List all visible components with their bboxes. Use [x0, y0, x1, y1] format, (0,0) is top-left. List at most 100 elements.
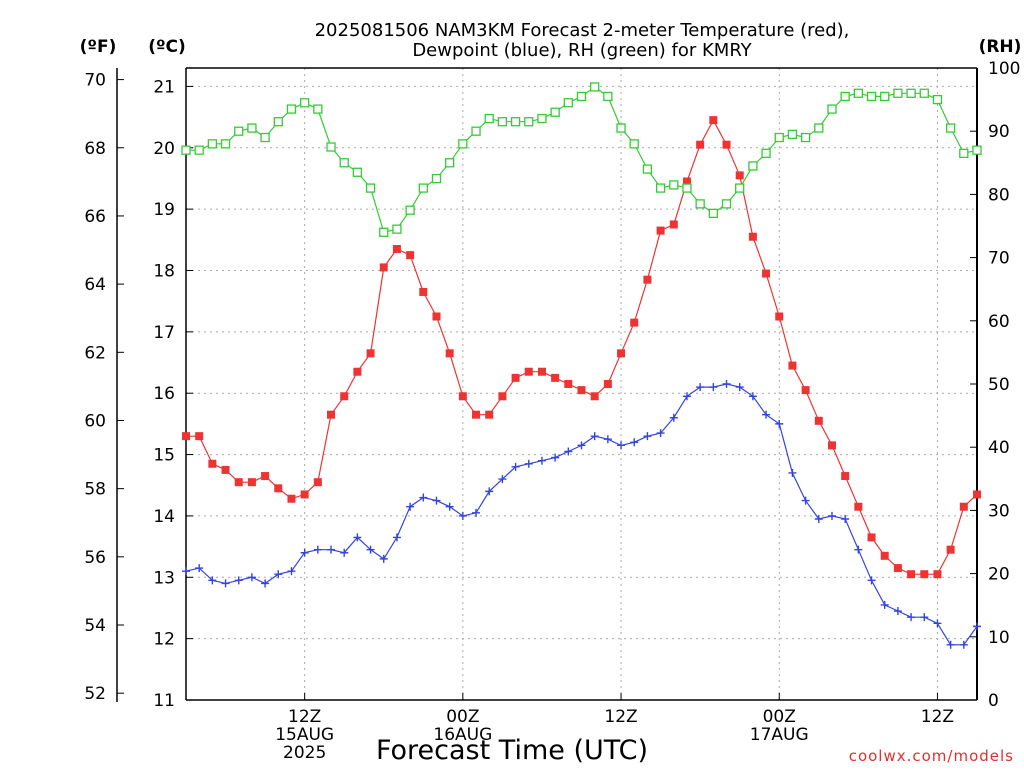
dewpoint-data-point [472, 508, 481, 517]
rh-data-point [431, 173, 442, 184]
dewpoint-data-point [287, 567, 296, 576]
rh-data-point [576, 91, 587, 102]
rh-data-point [959, 148, 969, 158]
celsius-tick-label: 18 [153, 261, 175, 281]
celsius-tick-label: 13 [153, 568, 175, 588]
temperature-data-point [432, 312, 441, 321]
rh-data-point [761, 148, 771, 158]
rh-tick-label: 80 [988, 185, 1010, 205]
dewpoint-data-point [656, 429, 665, 438]
dewpoint-data-point [406, 502, 415, 511]
dewpoint-data-point [603, 435, 612, 444]
rh-data-point [234, 126, 244, 136]
fahrenheit-tick-label: 58 [84, 480, 106, 500]
temperature-data-point [261, 472, 270, 481]
dewpoint-data-point [564, 447, 573, 456]
temperature-data-point [893, 564, 902, 573]
dewpoint-data-point [880, 600, 889, 609]
temperature-data-point [788, 361, 797, 370]
rh-data-point [603, 91, 613, 102]
fahrenheit-tick-label: 66 [84, 207, 106, 227]
temperature-data-point [722, 140, 731, 149]
dewpoint-data-point [366, 545, 375, 554]
temperature-data-point [959, 502, 968, 511]
rh-data-point [405, 205, 415, 215]
dewpoint-data-point [327, 545, 336, 554]
temperature-data-point [735, 171, 744, 180]
temperature-data-point [880, 551, 889, 560]
rh-data-point [313, 104, 323, 114]
dewpoint-data-point [696, 383, 705, 392]
dewpoint-data-point [775, 419, 784, 428]
rh-data-point [655, 183, 666, 193]
fahrenheit-unit-label: (ºF) [80, 37, 117, 57]
dewpoint-data-point [735, 383, 744, 392]
dewpoint-data-point [247, 573, 256, 582]
rh-data-point [840, 91, 850, 102]
rh-data-point [484, 113, 494, 124]
rh-tick-label: 10 [988, 628, 1010, 648]
temperature-data-point [458, 392, 467, 401]
dewpoint-data-point [551, 453, 560, 462]
temperature-data-point [445, 349, 454, 358]
x-tick-label: 00Z [446, 707, 479, 727]
temperature-data-point [696, 140, 705, 149]
rh-data-point [919, 88, 929, 98]
fahrenheit-tick-label: 64 [84, 275, 106, 295]
rh-tick-label: 50 [988, 375, 1010, 395]
rh-data-point [471, 126, 481, 136]
dewpoint-data-point [762, 410, 771, 419]
rh-data-point [945, 123, 956, 133]
rh-data-point [458, 139, 468, 149]
rh-data-point [629, 139, 639, 149]
dewpoint-data-point [313, 545, 322, 554]
temperature-data-point [709, 116, 718, 125]
rh-data-point [853, 88, 863, 98]
temperature-data-point [313, 478, 322, 487]
rh-data-point [299, 98, 310, 108]
dewpoint-data-point [511, 462, 520, 471]
dewpoint-data-point [208, 576, 217, 585]
temperature-data-point [300, 490, 309, 499]
dewpoint-data-point [458, 511, 467, 520]
dewpoint-data-point [669, 413, 678, 422]
temperature-data-point [379, 263, 388, 272]
rh-data-point [748, 161, 758, 171]
temperature-data-point [590, 392, 599, 401]
dewpoint-data-point [182, 567, 190, 576]
rh-data-point [735, 183, 745, 193]
temperature-data-point [247, 478, 256, 487]
dewpoint-data-point [854, 545, 863, 554]
dewpoint-data-point [340, 548, 349, 557]
rh-data-point [392, 224, 402, 234]
dewpoint-data-point [300, 548, 309, 557]
dewpoint-data-point [445, 502, 454, 511]
rh-data-point [721, 199, 732, 209]
dewpoint-data-point [788, 468, 797, 477]
rh-data-point [972, 145, 982, 155]
temperature-data-point [814, 416, 823, 425]
temperature-data-point [907, 570, 916, 579]
x-tick-label: 12Z [604, 707, 637, 727]
rh-data-point [682, 183, 692, 193]
rh-data-point [273, 117, 283, 127]
dewpoint-data-point [617, 441, 626, 450]
fahrenheit-tick-label: 70 [84, 71, 106, 91]
temperature-data-point [973, 490, 981, 499]
celsius-tick-label: 19 [153, 200, 175, 220]
temperature-data-point [406, 251, 415, 260]
dewpoint-data-point [907, 613, 916, 622]
temperature-data-point [867, 533, 876, 542]
rh-data-point [906, 88, 916, 98]
rh-data-point [563, 98, 573, 108]
temperature-data-point [630, 318, 639, 327]
celsius-tick-label: 17 [153, 323, 175, 343]
data-series [181, 82, 982, 649]
rh-data-point [708, 208, 718, 219]
rh-data-point [207, 139, 218, 149]
rh-data-point [932, 94, 943, 105]
rh-data-point [286, 104, 297, 114]
rh-tick-label: 30 [988, 501, 1010, 521]
temperature-data-point [551, 373, 560, 382]
